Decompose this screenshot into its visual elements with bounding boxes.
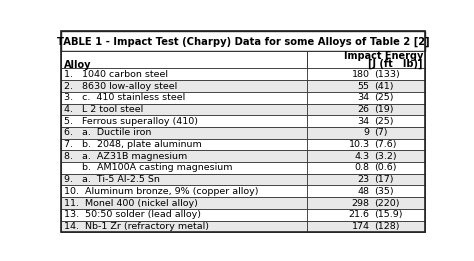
- Text: 298: 298: [352, 199, 370, 207]
- Text: (19): (19): [374, 105, 393, 114]
- Bar: [61, 139, 425, 150]
- Text: b.  AM100A casting magnesium: b. AM100A casting magnesium: [64, 163, 233, 173]
- Bar: [61, 31, 425, 51]
- Text: (128): (128): [374, 222, 400, 231]
- Text: 14.  Nb-1 Zr (refractory metal): 14. Nb-1 Zr (refractory metal): [64, 222, 209, 231]
- Bar: [61, 68, 425, 80]
- Bar: [307, 162, 425, 174]
- Bar: [61, 150, 307, 162]
- Text: 34: 34: [357, 117, 370, 126]
- Bar: [61, 80, 425, 92]
- Bar: [307, 127, 425, 139]
- Text: Alloy: Alloy: [64, 61, 91, 70]
- Text: (35): (35): [374, 187, 394, 196]
- Text: 2.   8630 low-alloy steel: 2. 8630 low-alloy steel: [64, 81, 177, 91]
- Text: (133): (133): [374, 70, 400, 79]
- Text: 34: 34: [357, 93, 370, 102]
- Bar: [307, 209, 425, 221]
- Bar: [61, 221, 425, 232]
- Text: 4.   L 2 tool steel: 4. L 2 tool steel: [64, 105, 143, 114]
- Text: 10.3: 10.3: [348, 140, 370, 149]
- Bar: [61, 51, 307, 68]
- Text: (25): (25): [374, 93, 393, 102]
- Text: (41): (41): [374, 81, 393, 91]
- Bar: [307, 115, 425, 127]
- Bar: [61, 174, 425, 186]
- Bar: [61, 92, 425, 104]
- Bar: [61, 104, 425, 115]
- Text: (7): (7): [374, 128, 388, 137]
- Bar: [307, 104, 425, 115]
- Text: 174: 174: [352, 222, 370, 231]
- Text: 11.  Monel 400 (nickel alloy): 11. Monel 400 (nickel alloy): [64, 199, 198, 207]
- Bar: [307, 197, 425, 209]
- Text: (25): (25): [374, 117, 393, 126]
- Text: (0.6): (0.6): [374, 163, 397, 173]
- Text: 3.   c.  410 stainless steel: 3. c. 410 stainless steel: [64, 93, 185, 102]
- Text: 26: 26: [358, 105, 370, 114]
- Bar: [61, 221, 307, 232]
- Text: (3.2): (3.2): [374, 152, 397, 161]
- Text: 7.   b.  2048, plate aluminum: 7. b. 2048, plate aluminum: [64, 140, 202, 149]
- Text: 180: 180: [352, 70, 370, 79]
- Text: TABLE 1 - Impact Test (Charpy) Data for some Alloys of Table 2 [2]: TABLE 1 - Impact Test (Charpy) Data for …: [56, 36, 429, 46]
- Bar: [61, 115, 307, 127]
- Bar: [61, 186, 425, 197]
- Bar: [61, 197, 307, 209]
- Bar: [307, 221, 425, 232]
- Bar: [61, 139, 307, 150]
- Bar: [61, 127, 307, 139]
- Text: 5.   Ferrous superalloy (410): 5. Ferrous superalloy (410): [64, 117, 198, 126]
- Text: 6.   a.  Ductile iron: 6. a. Ductile iron: [64, 128, 151, 137]
- Bar: [61, 68, 307, 80]
- Text: 8.   a.  AZ31B magnesium: 8. a. AZ31B magnesium: [64, 152, 187, 161]
- Text: Impact Energy: Impact Energy: [344, 51, 423, 61]
- Bar: [61, 174, 307, 186]
- Text: 10.  Aluminum bronze, 9% (copper alloy): 10. Aluminum bronze, 9% (copper alloy): [64, 187, 258, 196]
- Text: (17): (17): [374, 175, 393, 184]
- Bar: [61, 162, 425, 174]
- Bar: [307, 139, 425, 150]
- Bar: [307, 68, 425, 80]
- Text: 9.   a.  Ti-5 Al-2.5 Sn: 9. a. Ti-5 Al-2.5 Sn: [64, 175, 160, 184]
- Text: (7.6): (7.6): [374, 140, 397, 149]
- Text: 21.6: 21.6: [349, 210, 370, 219]
- Text: (220): (220): [374, 199, 400, 207]
- Bar: [61, 150, 425, 162]
- Bar: [307, 174, 425, 186]
- Bar: [307, 150, 425, 162]
- Bar: [61, 127, 425, 139]
- Text: 9: 9: [364, 128, 370, 137]
- Bar: [61, 209, 307, 221]
- Bar: [61, 51, 425, 68]
- Bar: [61, 209, 425, 221]
- Text: 4.3: 4.3: [355, 152, 370, 161]
- Bar: [61, 197, 425, 209]
- Bar: [61, 92, 307, 104]
- Text: [J (ft   lb)]: [J (ft lb)]: [368, 59, 423, 69]
- Bar: [61, 104, 307, 115]
- Bar: [61, 186, 307, 197]
- Text: 1.   1040 carbon steel: 1. 1040 carbon steel: [64, 70, 168, 79]
- Text: 0.8: 0.8: [355, 163, 370, 173]
- Bar: [307, 186, 425, 197]
- Bar: [307, 51, 425, 68]
- Text: 13.  50:50 solder (lead alloy): 13. 50:50 solder (lead alloy): [64, 210, 201, 219]
- Bar: [307, 80, 425, 92]
- Bar: [61, 80, 307, 92]
- Text: 23: 23: [357, 175, 370, 184]
- Text: 55: 55: [358, 81, 370, 91]
- Text: (15.9): (15.9): [374, 210, 402, 219]
- Text: 48: 48: [358, 187, 370, 196]
- Bar: [61, 115, 425, 127]
- Bar: [307, 92, 425, 104]
- Bar: [61, 162, 307, 174]
